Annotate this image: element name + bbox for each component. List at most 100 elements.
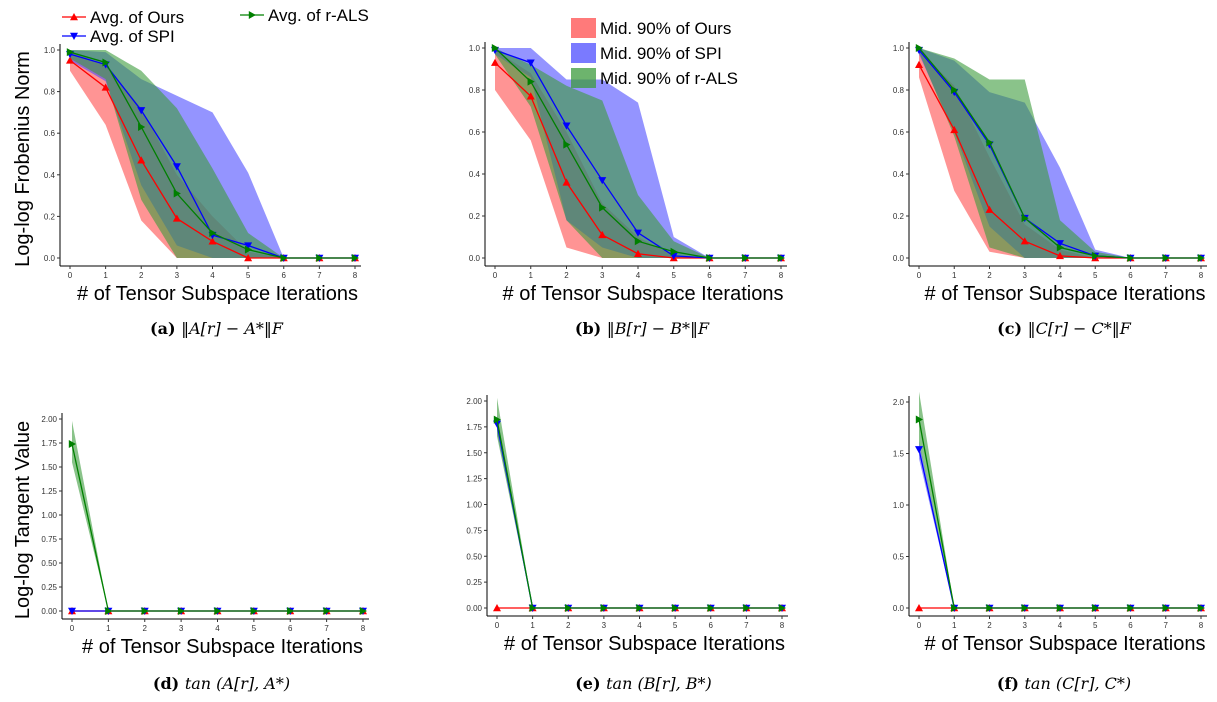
x-tick-label: 4 [637,621,642,630]
point-rals [1127,254,1135,262]
point-rals [1021,214,1029,223]
point-rals [1127,604,1135,612]
point-spi [137,107,146,115]
panel-caption: (e) tan (B[r], B*) [575,674,712,693]
point-ours [562,178,571,186]
x-tick-label: 8 [1199,271,1204,280]
x-tick-label: 7 [744,621,749,630]
point-rals [102,58,110,67]
x-tick-label: 1 [952,621,957,630]
point-rals [1056,604,1064,612]
y-tick-label: 0.75 [41,535,57,544]
y-tick-label: 1.0 [893,44,905,53]
x-tick-label: 7 [1164,621,1169,630]
x-tick-label: 8 [353,271,358,280]
caption-label: (f) [997,674,1025,693]
point-rals [986,138,994,147]
panel-c: 0.0 0.2 0.4 0.6 0.8 1.0 0 1 2 3 4 5 6 7 8 # of Tensor S… [893,42,1207,338]
point-rals [707,604,715,612]
panel-a: 0.0 0.2 0.4 0.6 0.8 1.0 0 1 2 3 4 5 6 7 8 # of Tensor S… [12,44,361,338]
point-rals [1197,604,1205,612]
point-rals [493,415,501,424]
legend-band-label: Mid. 90% of r-ALS [600,69,738,88]
point-rals [951,86,959,94]
point-rals [670,247,678,256]
point-rals [244,245,253,254]
point-rals [777,254,785,262]
caption-label: (d) [153,674,185,693]
x-tick-label: 1 [529,271,534,280]
y-tick-label: 0.4 [469,170,481,179]
point-rals [323,607,331,615]
y-tick-label: 1.25 [466,475,482,484]
x-tick-label: 3 [175,271,180,280]
point-rals [529,604,537,612]
band-rals [497,397,782,608]
y-axis-label: Log-log Frobenius Norm [12,51,34,267]
point-rals [986,604,994,612]
y-tick-label: 0.00 [41,607,57,616]
x-tick-label: 5 [252,624,257,633]
x-tick-label: 5 [673,621,678,630]
y-tick-label: 0.2 [893,212,905,221]
point-rals [1056,243,1064,252]
line-spi [918,449,1201,609]
point-ours [915,604,923,612]
x-tick-label: 0 [917,271,922,280]
panel-caption: (f) tan (C[r], C*) [997,674,1131,693]
x-tick-label: 5 [1093,271,1098,280]
point-ours [598,230,607,239]
x-tick-label: 6 [282,271,287,280]
point-rals [1162,254,1170,262]
x-tick-label: 2 [987,271,992,280]
point-ours [66,56,74,64]
y-tick-label: 0.8 [469,86,481,95]
y-tick-label: 0.4 [893,170,905,179]
point-ours [244,254,253,262]
point-rals [105,607,113,615]
y-tick-label: 2.00 [466,397,482,406]
legend-line-label: Avg. of SPI [90,27,175,46]
y-tick-label: 1.00 [41,511,57,520]
band-rals [919,391,1201,608]
panel-e: 0.00 0.25 0.50 0.75 1.00 1.25 1.50 1.75 2.00 0 1 2 3… [466,395,788,693]
point-rals [634,237,642,246]
band-rals [919,48,1201,258]
point-ours [1056,251,1064,260]
point-rals [1021,604,1029,612]
point-spi [562,122,571,130]
y-tick-label: 0.25 [41,583,57,592]
point-ours [493,604,501,612]
y-tick-label: 1.00 [466,501,482,510]
legend-line-label: Avg. of r-ALS [268,6,369,25]
point-rals [778,604,786,612]
band-legend: Mid. 90% of Ours Mid. 90% of SPI Mid. 90% … [571,18,738,88]
band-rals [70,50,355,258]
legend-band-label: Mid. 90% of Ours [600,19,731,38]
point-ours [526,92,535,100]
x-tick-label: 1 [530,621,535,630]
x-tick-label: 8 [1199,621,1204,630]
x-tick-label: 7 [1164,271,1169,280]
y-tick-label: 1.0 [469,44,481,53]
point-rals [743,604,751,612]
y-tick-label: 0.75 [466,526,482,535]
legend-marker [248,11,256,19]
panel-caption: (b) ‖B[r] − B*‖F [575,319,710,338]
x-tick-label: 2 [566,621,571,630]
point-rals [287,607,295,615]
y-tick-label: 0.50 [41,559,57,568]
y-tick-label: 0.8 [44,88,56,97]
y-tick-label: 0.00 [466,604,482,613]
point-rals [671,604,680,612]
panel-f: 0.0 0.5 1.0 1.5 2.0 0 1 2 3 4 5 6 7 8 # of Tensor Subs… [893,391,1207,693]
point-rals [138,122,146,131]
x-tick-label: 5 [672,271,677,280]
caption-label: (c) [997,319,1027,338]
y-tick-label: 1.75 [466,423,482,432]
x-axis-label: # of Tensor Subspace Iterations [925,633,1206,655]
point-spi [915,446,923,454]
legend-band-swatch [571,43,596,63]
point-rals [316,254,324,262]
